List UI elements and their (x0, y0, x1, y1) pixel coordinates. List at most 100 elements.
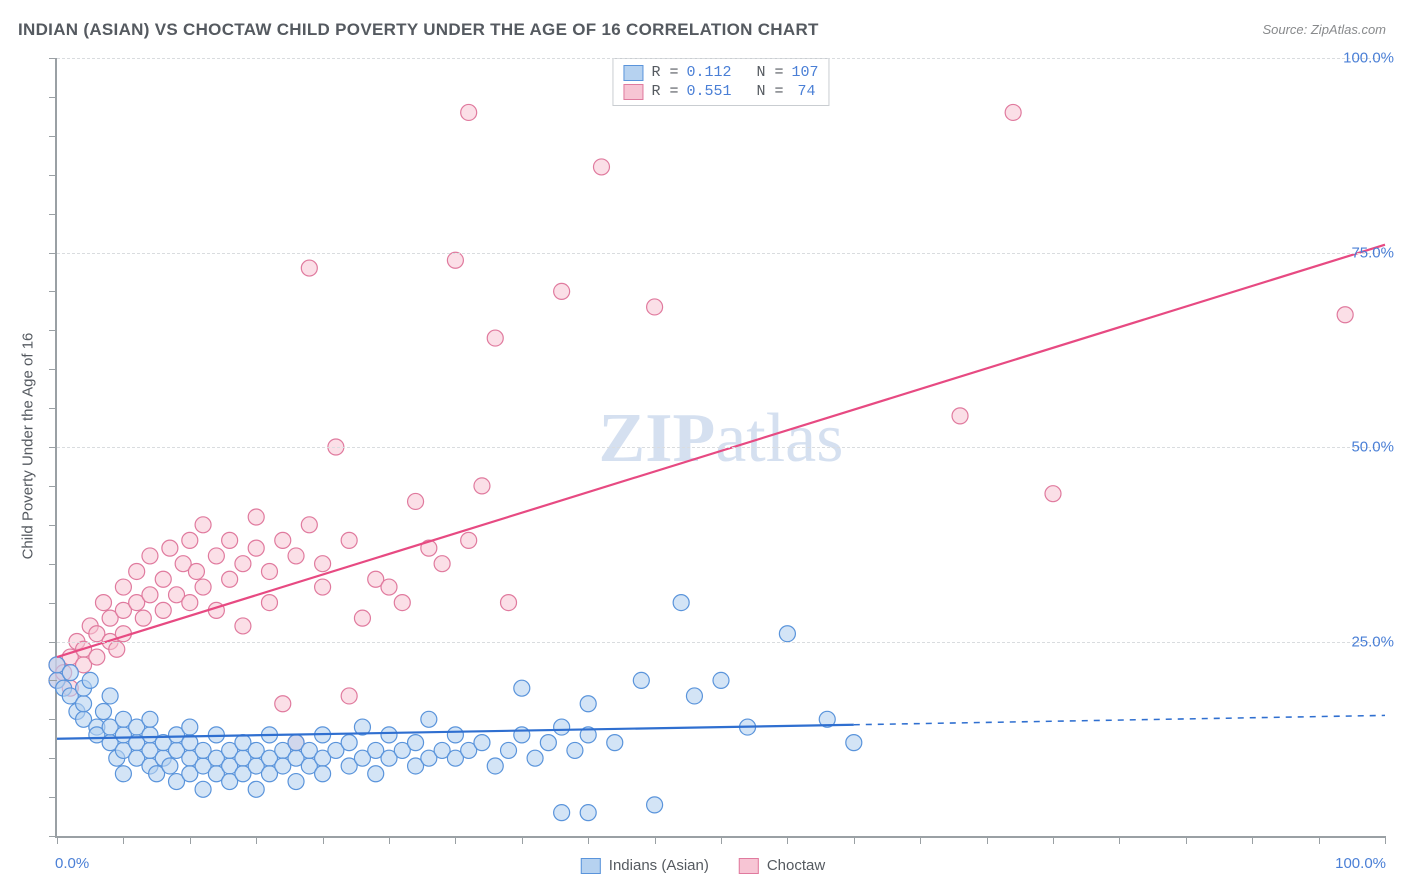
marker-circle (341, 735, 357, 751)
swatch-series-0 (623, 65, 643, 81)
x-tick-mark (1186, 836, 1187, 844)
y-tick-mark (49, 136, 57, 137)
marker-circle (421, 711, 437, 727)
x-tick-mark (323, 836, 324, 844)
marker-circle (527, 750, 543, 766)
y-tick-mark (49, 291, 57, 292)
marker-circle (95, 595, 111, 611)
y-tick-mark (49, 175, 57, 176)
x-tick-min: 0.0% (55, 855, 89, 872)
marker-circle (248, 540, 264, 556)
marker-circle (261, 563, 277, 579)
plot-area: ZIPatlas R = 0.112 N = 107 R = 0.551 N =… (55, 58, 1385, 838)
marker-circle (647, 797, 663, 813)
marker-circle (182, 719, 198, 735)
r-label: R = (651, 64, 678, 81)
x-tick-mark (588, 836, 589, 844)
legend-label-series-1: Choctaw (767, 857, 825, 874)
marker-circle (162, 758, 178, 774)
marker-circle (235, 618, 251, 634)
marker-circle (1045, 486, 1061, 502)
marker-circle (381, 727, 397, 743)
x-tick-mark (1385, 836, 1386, 844)
marker-circle (155, 602, 171, 618)
marker-circle (208, 548, 224, 564)
legend-label-series-0: Indians (Asian) (609, 857, 709, 874)
marker-circle (142, 548, 158, 564)
marker-circle (354, 610, 370, 626)
marker-circle (248, 781, 264, 797)
marker-circle (76, 696, 92, 712)
marker-circle (580, 696, 596, 712)
r-value-series-0: 0.112 (686, 64, 731, 81)
marker-circle (580, 805, 596, 821)
marker-circle (487, 330, 503, 346)
stats-legend-box: R = 0.112 N = 107 R = 0.551 N = 74 (612, 58, 829, 106)
marker-circle (261, 595, 277, 611)
x-tick-mark (256, 836, 257, 844)
x-tick-mark (920, 836, 921, 844)
marker-circle (952, 408, 968, 424)
y-tick-label: 50.0% (1351, 439, 1394, 456)
marker-circle (673, 595, 689, 611)
marker-circle (713, 672, 729, 688)
marker-circle (447, 252, 463, 268)
x-tick-mark (721, 836, 722, 844)
x-tick-mark (190, 836, 191, 844)
marker-circle (182, 532, 198, 548)
y-tick-mark (49, 486, 57, 487)
marker-circle (381, 579, 397, 595)
y-tick-label: 75.0% (1351, 244, 1394, 261)
marker-circle (315, 556, 331, 572)
marker-circle (288, 774, 304, 790)
r-label: R = (651, 83, 678, 100)
marker-circle (142, 711, 158, 727)
marker-circle (368, 766, 384, 782)
y-tick-mark (49, 564, 57, 565)
swatch-series-1 (623, 84, 643, 100)
y-tick-mark (49, 369, 57, 370)
marker-circle (554, 283, 570, 299)
y-tick-mark (49, 408, 57, 409)
y-tick-mark (49, 680, 57, 681)
swatch-series-0 (581, 858, 601, 874)
marker-circle (235, 556, 251, 572)
y-tick-mark (49, 447, 57, 448)
marker-circle (474, 478, 490, 494)
marker-circle (301, 517, 317, 533)
y-tick-mark (49, 836, 57, 837)
marker-circle (647, 299, 663, 315)
marker-circle (408, 735, 424, 751)
marker-circle (315, 766, 331, 782)
marker-circle (195, 781, 211, 797)
x-tick-mark (123, 836, 124, 844)
marker-circle (315, 579, 331, 595)
marker-circle (779, 626, 795, 642)
marker-circle (394, 595, 410, 611)
marker-circle (846, 735, 862, 751)
n-label: N = (757, 83, 784, 100)
y-tick-mark (49, 719, 57, 720)
marker-circle (162, 540, 178, 556)
marker-circle (408, 493, 424, 509)
x-tick-max: 100.0% (1335, 855, 1386, 872)
bottom-legend: Indians (Asian) Choctaw (581, 857, 825, 874)
marker-circle (135, 610, 151, 626)
marker-circle (686, 688, 702, 704)
marker-circle (474, 735, 490, 751)
y-tick-mark (49, 603, 57, 604)
marker-circle (275, 532, 291, 548)
x-tick-mark (57, 836, 58, 844)
x-tick-mark (455, 836, 456, 844)
marker-circle (129, 563, 145, 579)
marker-circle (222, 571, 238, 587)
x-tick-mark (655, 836, 656, 844)
x-tick-mark (389, 836, 390, 844)
y-tick-mark (49, 642, 57, 643)
y-tick-mark (49, 330, 57, 331)
trend-line (57, 245, 1385, 657)
stats-row-series-0: R = 0.112 N = 107 (623, 63, 818, 82)
y-tick-mark (49, 97, 57, 98)
source-attribution: Source: ZipAtlas.com (1262, 22, 1386, 37)
marker-circle (82, 672, 98, 688)
